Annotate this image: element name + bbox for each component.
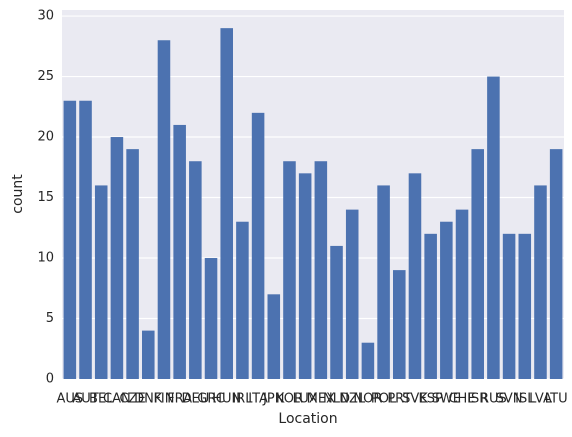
x-tick-label: LVA	[529, 392, 552, 407]
y-tick-label: 20	[37, 130, 54, 145]
bar	[424, 233, 437, 379]
bar	[298, 173, 312, 379]
bar	[361, 342, 375, 379]
bar	[502, 233, 516, 379]
x-tick-label: PRT	[387, 392, 411, 407]
bar	[157, 40, 171, 379]
x-tick-label: RUS	[480, 392, 507, 407]
bar	[267, 294, 281, 379]
x-tick-label: DEU	[181, 392, 209, 407]
bar	[518, 233, 532, 379]
x-tick-label: BEL	[89, 392, 114, 407]
x-tick-label: CHE	[448, 392, 475, 407]
x-tick-label: ISL	[515, 392, 535, 407]
y-tick-label: 10	[37, 251, 54, 266]
x-tick-label: SVK	[402, 392, 428, 407]
bar	[110, 137, 124, 379]
x-tick-label: FRA	[167, 392, 192, 407]
x-tick-label: SVN	[496, 392, 523, 407]
x-tick-label: LTU	[545, 392, 568, 407]
y-axis-label: count	[10, 174, 26, 214]
bar	[455, 209, 469, 379]
x-axis-label: Location	[278, 411, 337, 427]
bar	[393, 270, 406, 379]
x-tick-label: ESP	[419, 392, 443, 407]
bar	[377, 185, 390, 379]
x-tick-label: NOR	[353, 392, 382, 407]
y-tick-label: 15	[37, 190, 54, 205]
x-tick-label: AUS	[57, 392, 84, 407]
bar	[236, 221, 249, 379]
x-tick-label: ITA	[248, 392, 268, 407]
bar	[94, 185, 108, 379]
bar	[173, 124, 186, 380]
x-tick-label: ISR	[467, 392, 488, 407]
bar	[345, 209, 359, 379]
bar	[330, 245, 343, 379]
bar	[471, 149, 484, 379]
bar	[63, 100, 77, 379]
x-tick-label: NZL	[339, 392, 366, 407]
x-tick-label: AUT	[72, 392, 98, 407]
y-tick-label: 30	[37, 9, 54, 24]
x-tick-label: SWE	[432, 392, 461, 407]
y-tick-label: 5	[46, 311, 54, 326]
bar	[549, 149, 563, 379]
bar	[251, 112, 265, 380]
x-tick-label: JPN	[262, 392, 284, 407]
x-tick-label: NLD	[323, 392, 350, 407]
x-tick-label: GRC	[197, 392, 225, 407]
x-tick-label: HUN	[212, 392, 241, 407]
bar	[283, 161, 296, 379]
x-tick-label: IRL	[232, 392, 253, 407]
y-tick-label: 0	[46, 372, 54, 387]
bar	[79, 100, 92, 379]
x-tick-label: POL	[371, 392, 397, 407]
bar	[534, 185, 547, 379]
bar	[440, 221, 453, 379]
x-tick-label: CAN	[103, 392, 131, 407]
x-tick-label: LUX	[293, 392, 318, 407]
x-tick-label: MEX	[307, 392, 335, 407]
bar	[142, 330, 155, 379]
bar	[126, 149, 139, 379]
bar	[220, 28, 233, 379]
bar	[204, 258, 218, 379]
x-tick-label: KOR	[276, 392, 303, 407]
x-tick-label: FIN	[153, 392, 174, 407]
bar	[487, 76, 500, 379]
y-tick-label: 25	[37, 69, 54, 84]
x-tick-label: DNK	[134, 392, 163, 407]
bar	[314, 161, 328, 379]
x-tick-label: CZE	[119, 392, 145, 407]
bar	[408, 173, 422, 379]
bar	[189, 161, 202, 379]
